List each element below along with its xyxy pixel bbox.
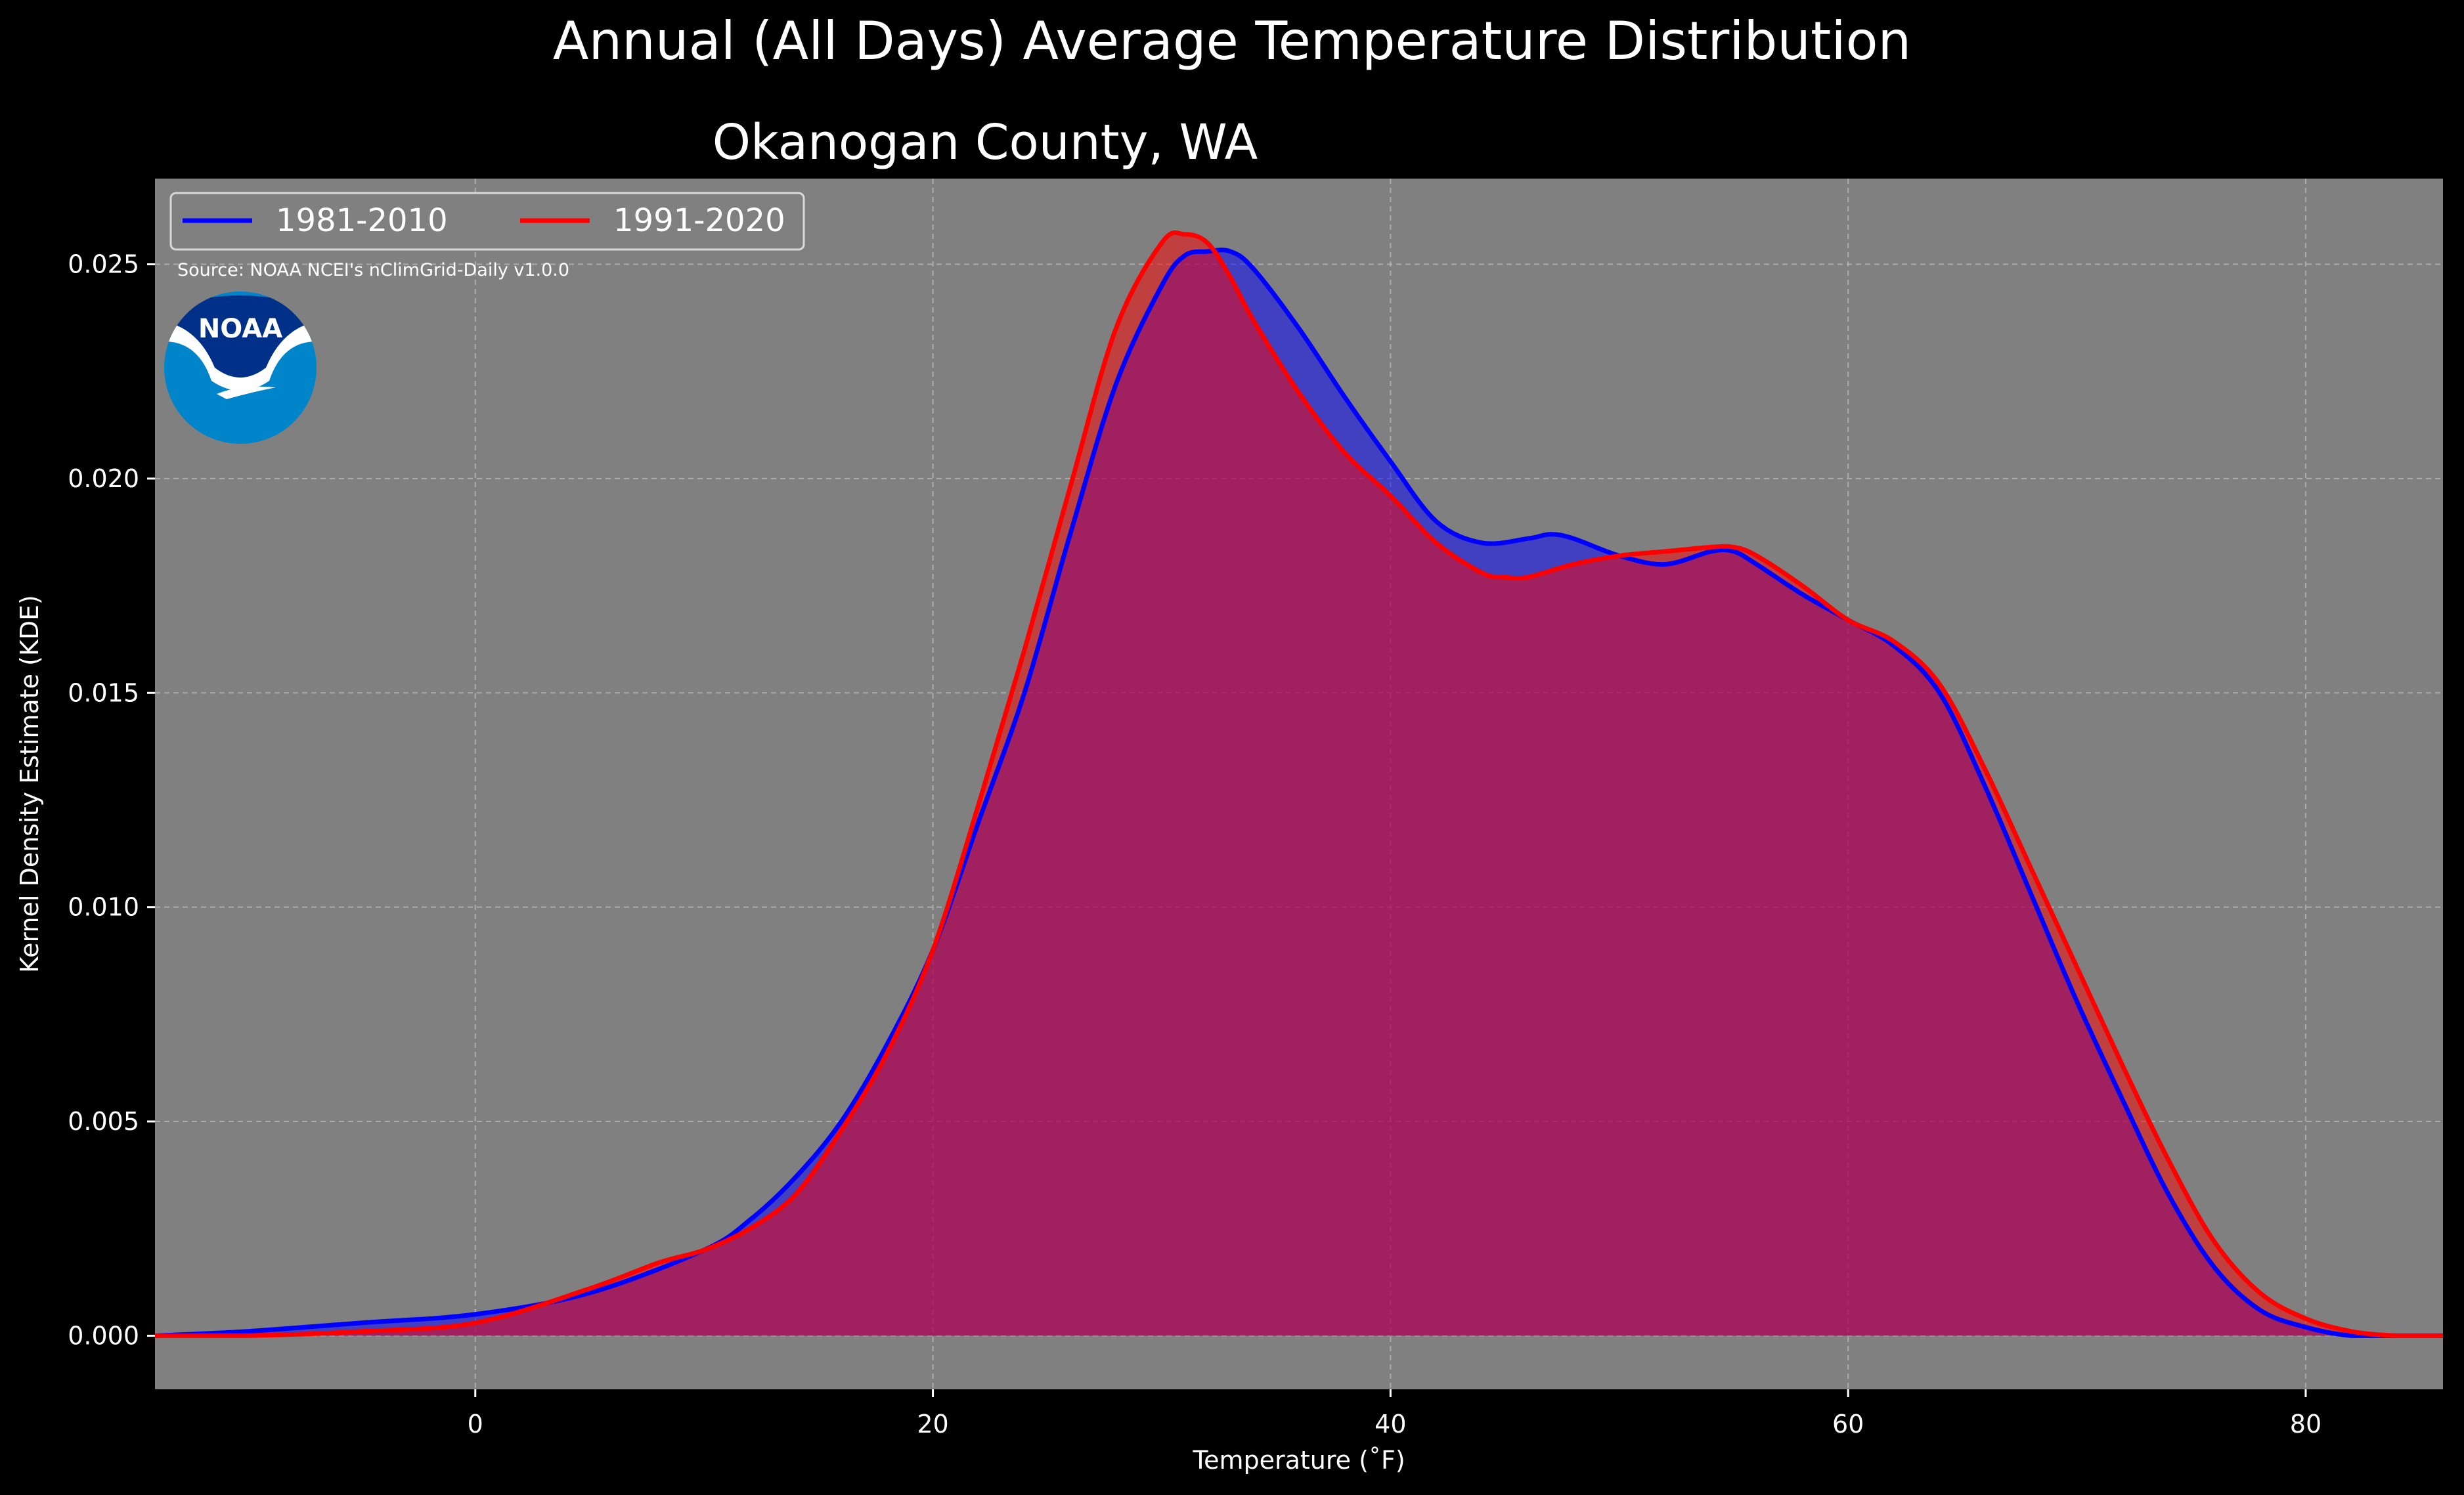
x-tick-label: 20: [917, 1410, 948, 1439]
legend-box: [169, 192, 805, 251]
y-axis-label: Kernel Density Estimate (KDE): [15, 595, 44, 973]
density-lines: [154, 230, 2443, 1338]
legend: 1981-2010 1991-2020: [169, 192, 805, 251]
y-tick-label: 0.015: [68, 678, 139, 707]
line-1981-2010: [154, 248, 2443, 1338]
x-tick-label: 60: [1832, 1410, 1864, 1439]
chart-title: Okanogan County, WA: [713, 114, 1258, 171]
y-tick-label: 0.000: [68, 1321, 139, 1350]
x-axis-label: Temperature (˚F): [1192, 1446, 1405, 1475]
density-areas: [155, 232, 2443, 1336]
y-tick-label: 0.010: [68, 893, 139, 922]
y-tick-label: 0.025: [68, 250, 139, 279]
line-1991-2020: [154, 230, 2443, 1338]
x-tick-label: 80: [2290, 1410, 2321, 1439]
y-tick-label: 0.005: [68, 1107, 139, 1136]
noaa-logo: NOAA: [164, 292, 317, 444]
area-1991-2020: [155, 232, 2443, 1336]
source-note: Source: NOAA NCEI's nClimGrid-Daily v1.0…: [177, 260, 569, 280]
x-tick-label: 40: [1375, 1410, 1406, 1439]
legend-label-1981-2010: 1981-2010: [276, 202, 448, 239]
x-axis-ticks: 0 20 40 60 80: [468, 1389, 2321, 1439]
legend-label-1991-2020: 1991-2020: [613, 202, 785, 239]
y-tick-label: 0.020: [68, 464, 139, 493]
y-axis-ticks: 0.000 0.005 0.010 0.015 0.020 0.025: [68, 250, 155, 1350]
figure-suptitle: Annual (All Days) Average Temperature Di…: [553, 11, 1911, 72]
x-tick-label: 0: [468, 1410, 483, 1439]
noaa-logo-text: NOAA: [198, 314, 282, 344]
